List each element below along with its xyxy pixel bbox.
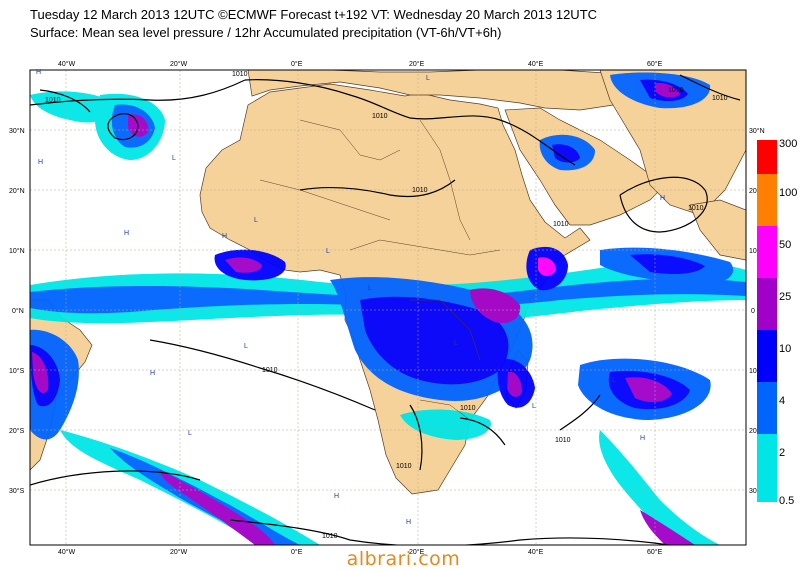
low-marker: L [368, 285, 372, 292]
lat-label: 0°N [12, 307, 24, 315]
lon-label: 40°E [528, 60, 544, 68]
lon-label: 20°W [170, 548, 188, 556]
isobar-label: 1010 [412, 187, 428, 194]
india-land [689, 199, 746, 261]
pressure-markers: H H H H H H H H H L L L L L L L L L L [36, 69, 665, 526]
lon-label: 40°E [528, 548, 544, 556]
low-marker: L [612, 377, 616, 384]
colorbar-segment [757, 278, 777, 330]
precipitation-colorbar [757, 140, 777, 502]
chart-subtitle: Surface: Mean sea level pressure / 12hr … [30, 25, 502, 40]
isobar-label: 1010 [460, 405, 476, 412]
isobar-label: 1010 [262, 367, 278, 374]
colorbar-segment [757, 382, 777, 434]
isobar-label: 1010 [45, 97, 61, 104]
longitude-labels-bottom: 40°W 20°W 0°E 20°E 40°E 60°E [58, 548, 663, 556]
watermark: albrari.com [346, 548, 461, 570]
colorbar-segment [757, 226, 777, 278]
high-marker: H [334, 493, 339, 500]
latitude-labels-right: 30°N 20 10 0 10 20 30 [749, 127, 765, 495]
colorbar-segment [757, 330, 777, 382]
low-marker: L [454, 340, 458, 347]
colorbar-label: 2 [779, 447, 786, 459]
isobar-label: 1010 [322, 533, 338, 540]
colorbar-segment [757, 174, 777, 226]
high-marker: H [36, 69, 41, 76]
lat-label: 10°N [9, 247, 25, 255]
colorbar-segment [757, 434, 777, 502]
lon-label: 0°E [291, 60, 303, 68]
lon-label: 0°E [291, 548, 303, 556]
lat-label: 20 [749, 428, 757, 435]
low-marker: L [326, 248, 330, 255]
colorbar-label: 50 [779, 239, 792, 251]
precipitation-field [30, 72, 746, 545]
isobar-label: 1010 [668, 87, 684, 94]
asia-land [599, 70, 746, 216]
lon-label: 20°E [409, 548, 425, 556]
isobar-labels: 1010 1010 1010 1010 1010 1010 1010 1010 … [45, 71, 728, 540]
isobar-label: 1010 [688, 205, 704, 212]
high-marker: H [406, 519, 411, 526]
lat-label: 20 [749, 188, 757, 195]
high-marker: H [38, 159, 43, 166]
lat-label: 30 [749, 488, 757, 495]
lat-label: 10 [749, 368, 757, 375]
graticule [30, 70, 746, 545]
longitude-labels-top: 40°W 20°W 0°E 20°E 40°E 60°E [58, 60, 663, 68]
low-marker: L [254, 217, 258, 224]
isobars [30, 74, 741, 545]
colorbar-label: 10 [779, 343, 792, 355]
colorbar-label: 100 [779, 187, 798, 199]
high-marker: H [124, 230, 129, 237]
lat-label: 30°S [9, 487, 25, 495]
low-marker: L [188, 430, 192, 437]
high-marker: H [640, 435, 645, 442]
low-marker: L [244, 343, 248, 350]
lat-label: 10 [749, 248, 757, 255]
isobar-label: 1010 [372, 113, 388, 120]
lat-label: 20°N [9, 187, 25, 195]
lon-label: 40°W [58, 60, 76, 68]
lon-label: 60°E [647, 548, 663, 556]
lon-label: 20°E [409, 60, 425, 68]
latitude-labels-left: 30°N 20°N 10°N 0°N 10°S 20°S 30°S [9, 127, 25, 495]
lat-label: 20°S [9, 427, 25, 435]
lon-label: 20°W [170, 60, 188, 68]
low-marker: L [532, 403, 536, 410]
colorbar-label: 25 [779, 291, 792, 303]
colorbar-segment [757, 140, 777, 174]
high-marker: H [222, 233, 227, 240]
lon-label: 40°W [58, 548, 76, 556]
high-marker: H [150, 370, 155, 377]
arabia-land [504, 107, 666, 226]
lat-label: 10°S [9, 367, 25, 375]
colorbar-label: 300 [779, 138, 798, 150]
isobar-label: 1010 [396, 463, 412, 470]
lat-label: 30°N [749, 127, 765, 135]
isobar-label: 1010 [712, 95, 728, 102]
lat-label: 30°N [9, 127, 25, 135]
colorbar-label: 4 [779, 395, 786, 407]
lon-label: 60°E [647, 60, 663, 68]
lat-label: 0 [751, 308, 755, 315]
isobar-label: 1010 [553, 221, 569, 228]
high-marker: H [660, 195, 665, 202]
low-marker: L [172, 155, 176, 162]
isobar-label: 1010 [555, 437, 571, 444]
low-marker: L [426, 75, 430, 82]
isobar-label: 1010 [232, 71, 248, 78]
colorbar-label: 0.5 [779, 495, 795, 507]
country-borders [259, 119, 501, 421]
chart-title: Tuesday 12 March 2013 12UTC ©ECMWF Forec… [30, 7, 598, 22]
